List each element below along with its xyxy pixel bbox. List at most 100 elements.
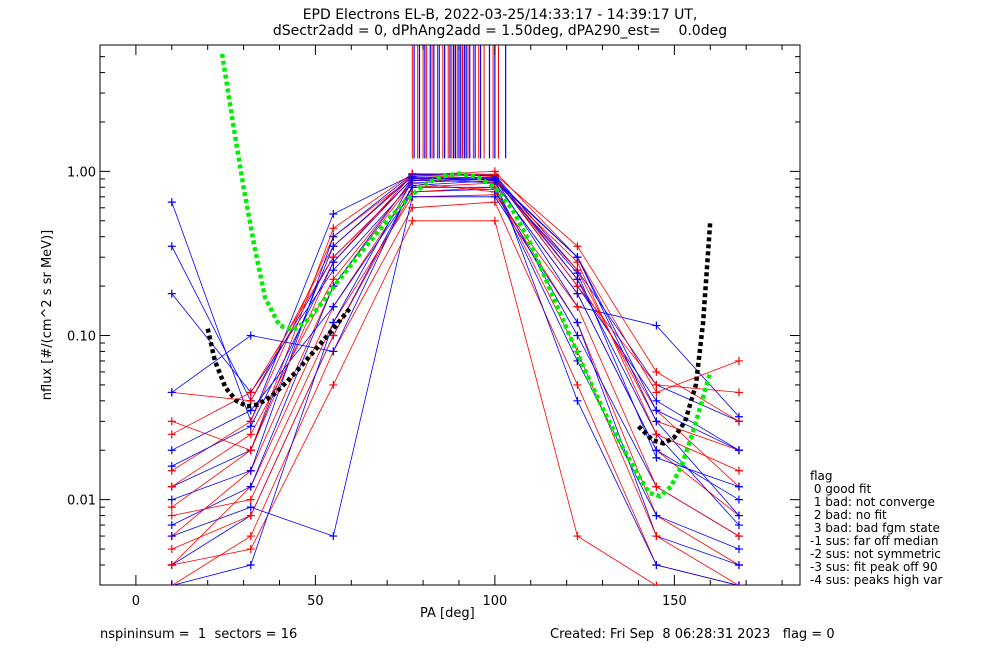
red-series-line [171,220,657,585]
red-series-point [167,482,176,491]
red-series-line [171,182,740,566]
red-series-line [171,180,740,488]
red-series-line [171,174,740,508]
red-series-line [171,194,740,537]
x-tick-label: 50 [307,594,324,609]
black-fit-curve-left [205,305,354,409]
footer-left: nspininsum = 1 sectors = 16 [100,627,298,642]
blue-series-point [573,318,582,327]
black-fit-curve-right [636,220,713,446]
red-series-point [246,396,255,405]
red-series-point [734,417,743,426]
blue-series-point [167,521,176,530]
blue-series-point [329,209,338,218]
flag-legend-item: -2 sus: not symmetric [810,547,941,561]
blue-series-point [329,258,338,267]
flag-legend-item: 0 good fit [810,482,872,496]
blue-series-point [167,242,176,251]
flag-legend-item: -4 sus: peaks high var [810,573,943,587]
blue-series-line [171,186,740,566]
y-tick-label: 0.10 [67,330,96,345]
blue-series-point [246,331,255,340]
blue-series-point [652,396,661,405]
blue-series-point [734,495,743,504]
red-series-line [171,170,740,402]
red-series-point [652,482,661,491]
blue-series-point [246,422,255,431]
flag-legend-item: 1 bad: not converge [810,495,935,509]
red-series-point [652,532,661,541]
red-series-line [171,182,740,566]
blue-series-line [171,177,740,488]
blue-series-point [246,482,255,491]
blue-series-point [652,560,661,569]
blue-series-point [734,521,743,530]
chart-title-line2: dSectr2add = 0, dPhAng2add = 1.50deg, dP… [272,23,728,39]
blue-series-point [246,503,255,512]
blue-series-point [167,462,176,471]
red-series-point [652,380,661,389]
blue-series-point [652,417,661,426]
blue-series-line [171,180,740,451]
blue-series-point [734,482,743,491]
red-series-point [573,282,582,291]
blue-series-line [172,178,739,585]
y-tick-label: 1.00 [67,165,96,180]
red-series-point [734,466,743,475]
blue-series-point [573,253,582,262]
blue-series-point [734,446,743,455]
red-series-point [167,545,176,554]
red-series-point [734,356,743,365]
blue-series-point [734,581,743,585]
chart-title-line1: EPD Electrons EL-B, 2022-03-25/14:33:17 … [302,7,698,23]
blue-series-point [329,302,338,311]
blue-series-point [167,495,176,504]
red-series-point [652,367,661,376]
blue-series-point [652,406,661,415]
red-series-line [171,173,740,451]
red-series-point [167,430,176,439]
blue-series-line [171,188,740,550]
blue-series-point [408,174,417,183]
red-series-point [167,511,176,520]
x-tick-label: 100 [482,594,507,609]
red-series-line [171,186,739,585]
red-series-line [171,176,740,472]
blue-series-line [171,176,740,451]
y-tick-label: 0.01 [67,494,96,509]
blue-series-point [329,347,338,356]
red-series-point [490,216,499,225]
red-series-point [652,581,661,585]
red-series-point [408,216,417,225]
x-axis-label: PA [deg] [420,606,475,621]
blue-series-point [490,192,499,201]
blue-series-point [167,388,176,397]
footer-right: Created: Fri Sep 8 06:28:31 2023 flag = … [550,627,835,642]
red-series-point [329,331,338,340]
blue-series-point [573,331,582,340]
blue-series-point [329,232,338,241]
red-series-point [246,388,255,397]
red-series-point [734,532,743,541]
x-tick-label: 150 [662,594,687,609]
blue-series-line [171,196,740,566]
red-series-point [246,495,255,504]
red-series-point [246,430,255,439]
red-series-point [167,417,176,426]
blue-series-point [573,396,582,405]
blue-series-point [734,511,743,520]
blue-series-point [573,289,582,298]
blue-series-point [167,289,176,298]
blue-series-point [246,560,255,569]
flag-legend-item: 3 bad: bad fgm state [810,521,940,535]
blue-series-point [329,532,338,541]
flag-legend: flag 0 good fit 1 bad: not converge 2 ba… [810,470,942,587]
blue-series-point [329,266,338,275]
red-series-line [171,201,739,585]
red-series-point [329,224,338,233]
red-series-point [167,560,176,569]
blue-series-point [167,198,176,207]
red-series-point [652,388,661,397]
blue-series-point [734,545,743,554]
